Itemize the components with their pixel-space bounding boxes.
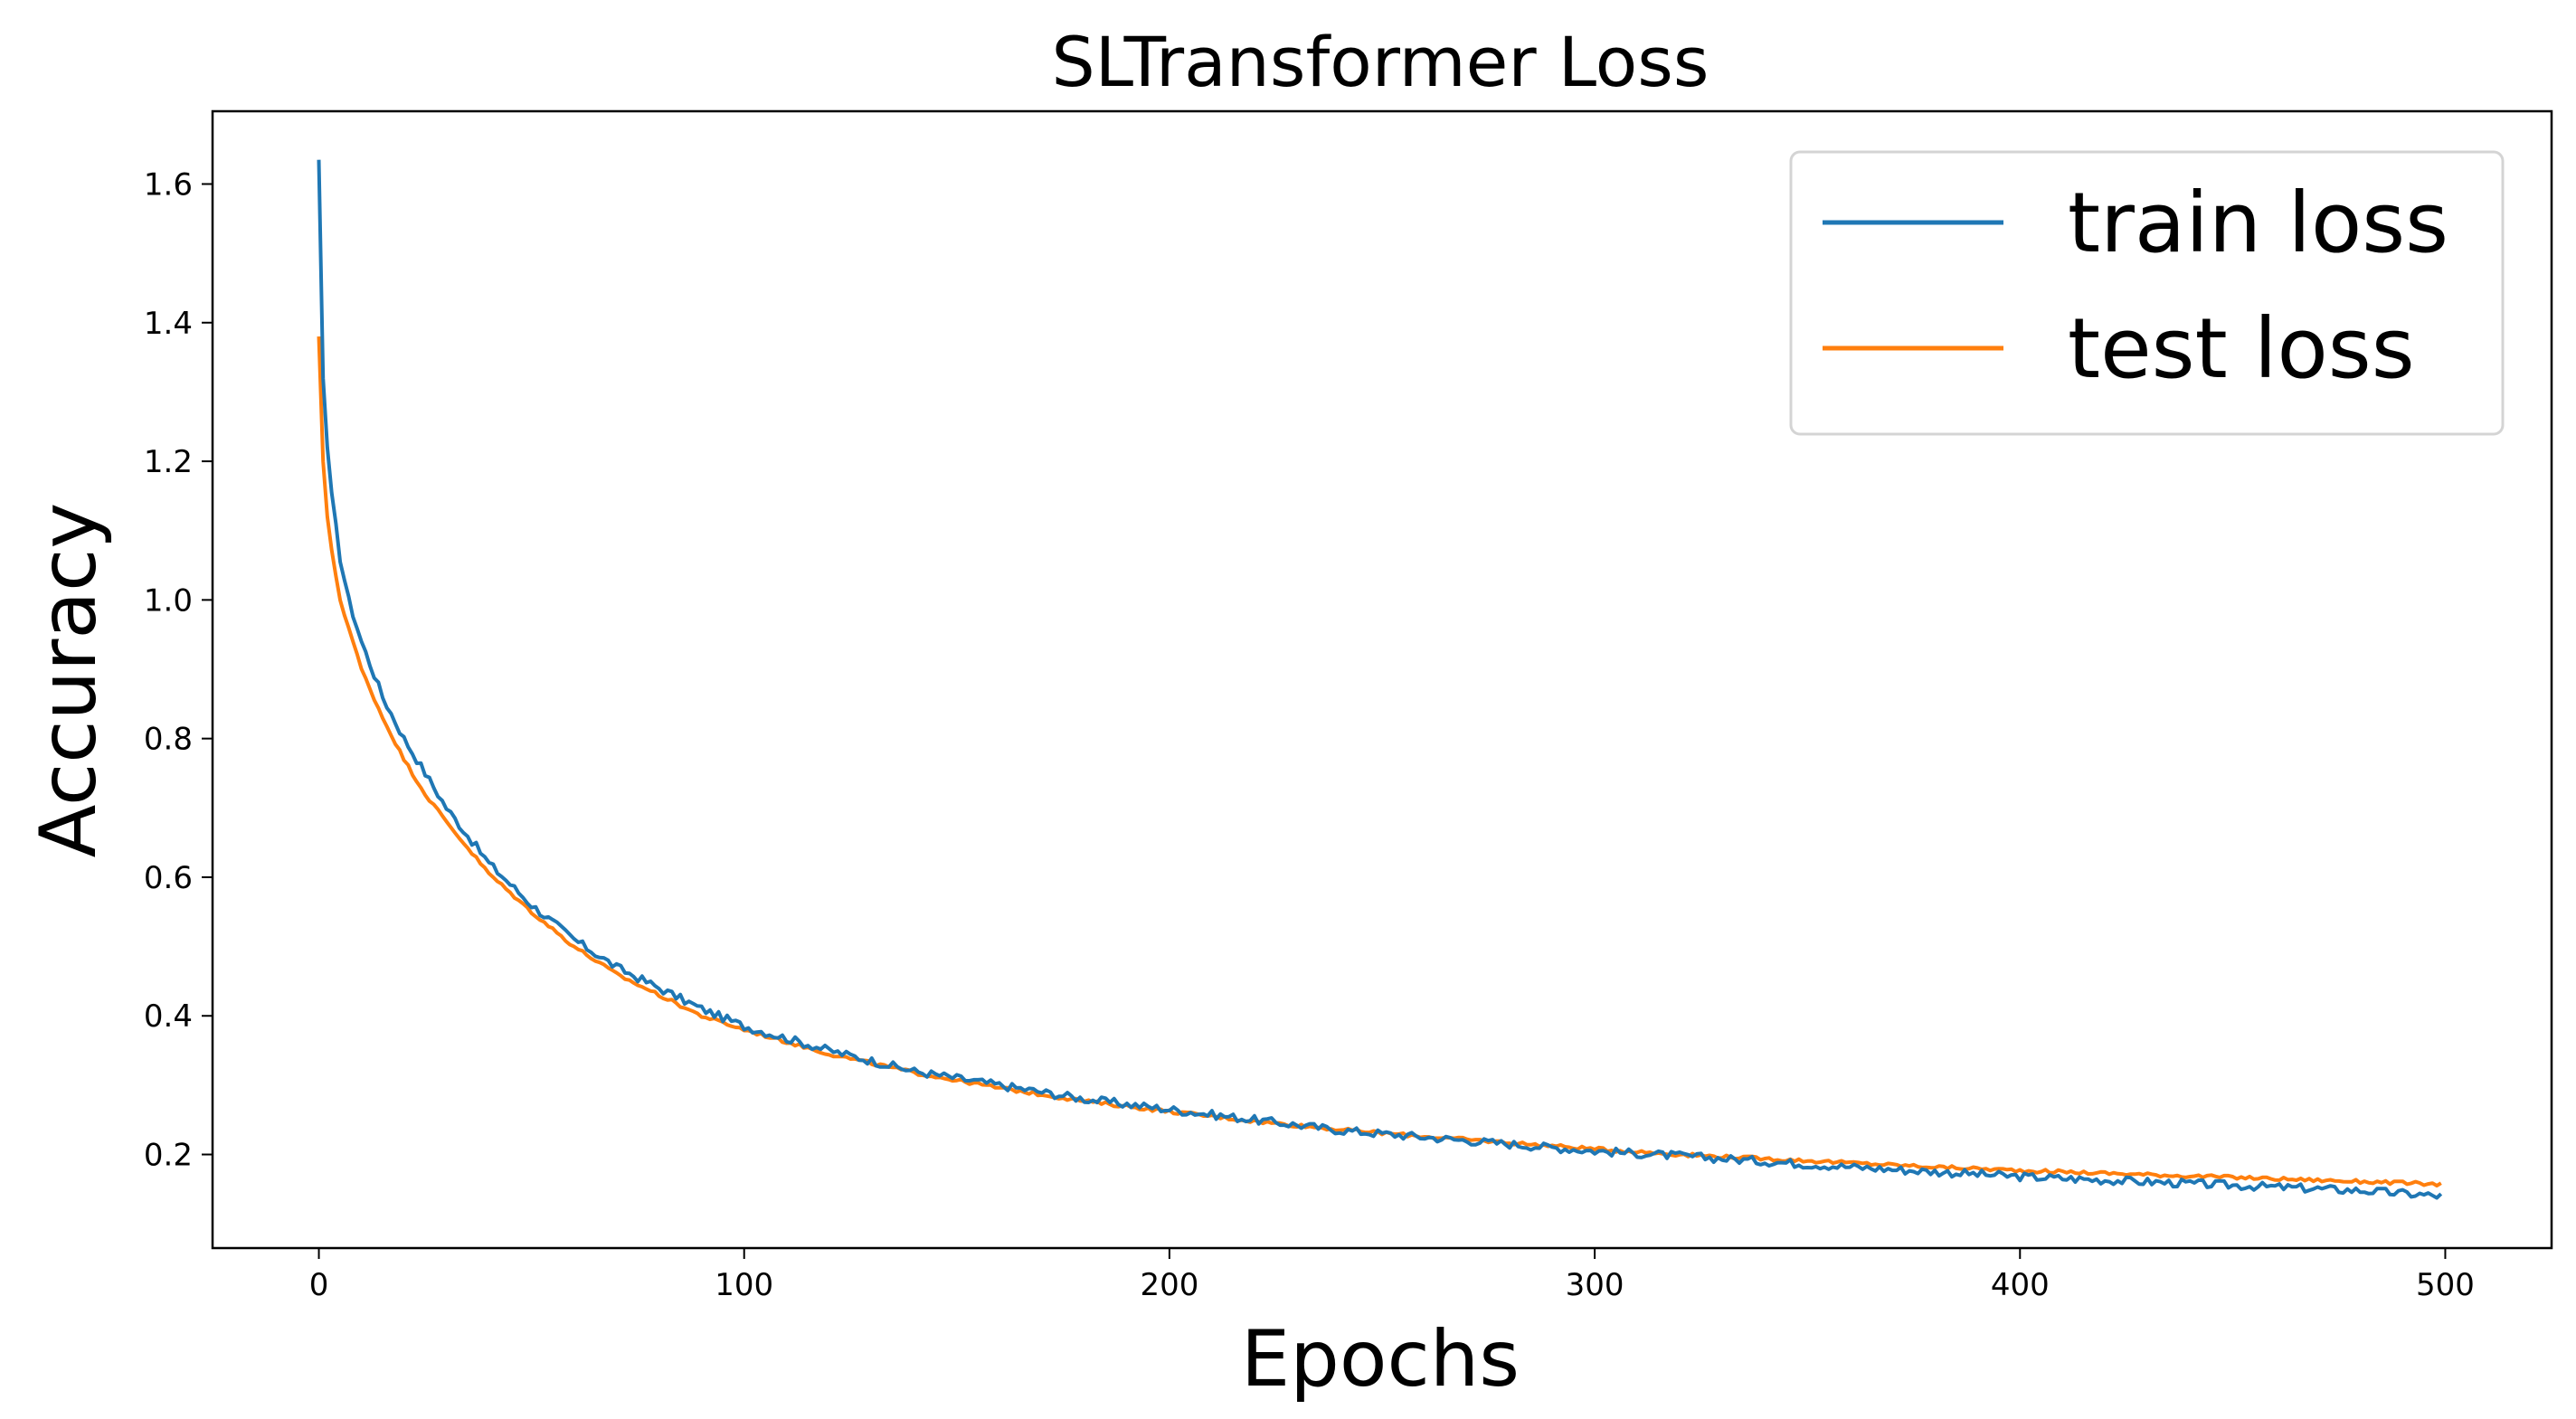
y-tick-label: 0.2 xyxy=(144,1138,193,1174)
x-tick-label: 300 xyxy=(1566,1267,1624,1303)
y-tick-label: 1.2 xyxy=(144,444,193,480)
legend-train-loss-label: train loss xyxy=(2068,175,2448,271)
y-tick-label: 1.0 xyxy=(144,582,193,619)
y-tick-label: 0.6 xyxy=(144,860,193,896)
x-tick-label: 0 xyxy=(309,1267,329,1303)
y-tick-label: 0.8 xyxy=(144,722,193,758)
y-tick-label: 1.6 xyxy=(144,166,193,203)
x-tick-label: 100 xyxy=(715,1267,773,1303)
x-tick-label: 200 xyxy=(1140,1267,1198,1303)
y-tick-label: 1.4 xyxy=(144,306,193,342)
y-axis-ticks: 0.2 0.4 0.6 0.8 1.0 1.2 1.4 1.6 xyxy=(144,166,213,1174)
legend: train loss test loss xyxy=(1789,150,2505,436)
series-layer xyxy=(317,159,2443,1200)
x-tick-label: 500 xyxy=(2416,1267,2475,1303)
series-line-train-loss xyxy=(317,159,2443,1200)
x-axis-ticks: 0 100 200 300 400 500 xyxy=(309,1248,2475,1303)
legend-test-loss-label: test loss xyxy=(2068,300,2415,397)
chart-title: SLTransformer Loss xyxy=(1051,22,1709,102)
y-tick-label: 0.4 xyxy=(144,998,193,1035)
x-axis-label: Epochs xyxy=(1241,1314,1520,1405)
y-axis-label: Accuracy xyxy=(24,503,114,858)
x-tick-label: 400 xyxy=(1991,1267,2050,1303)
